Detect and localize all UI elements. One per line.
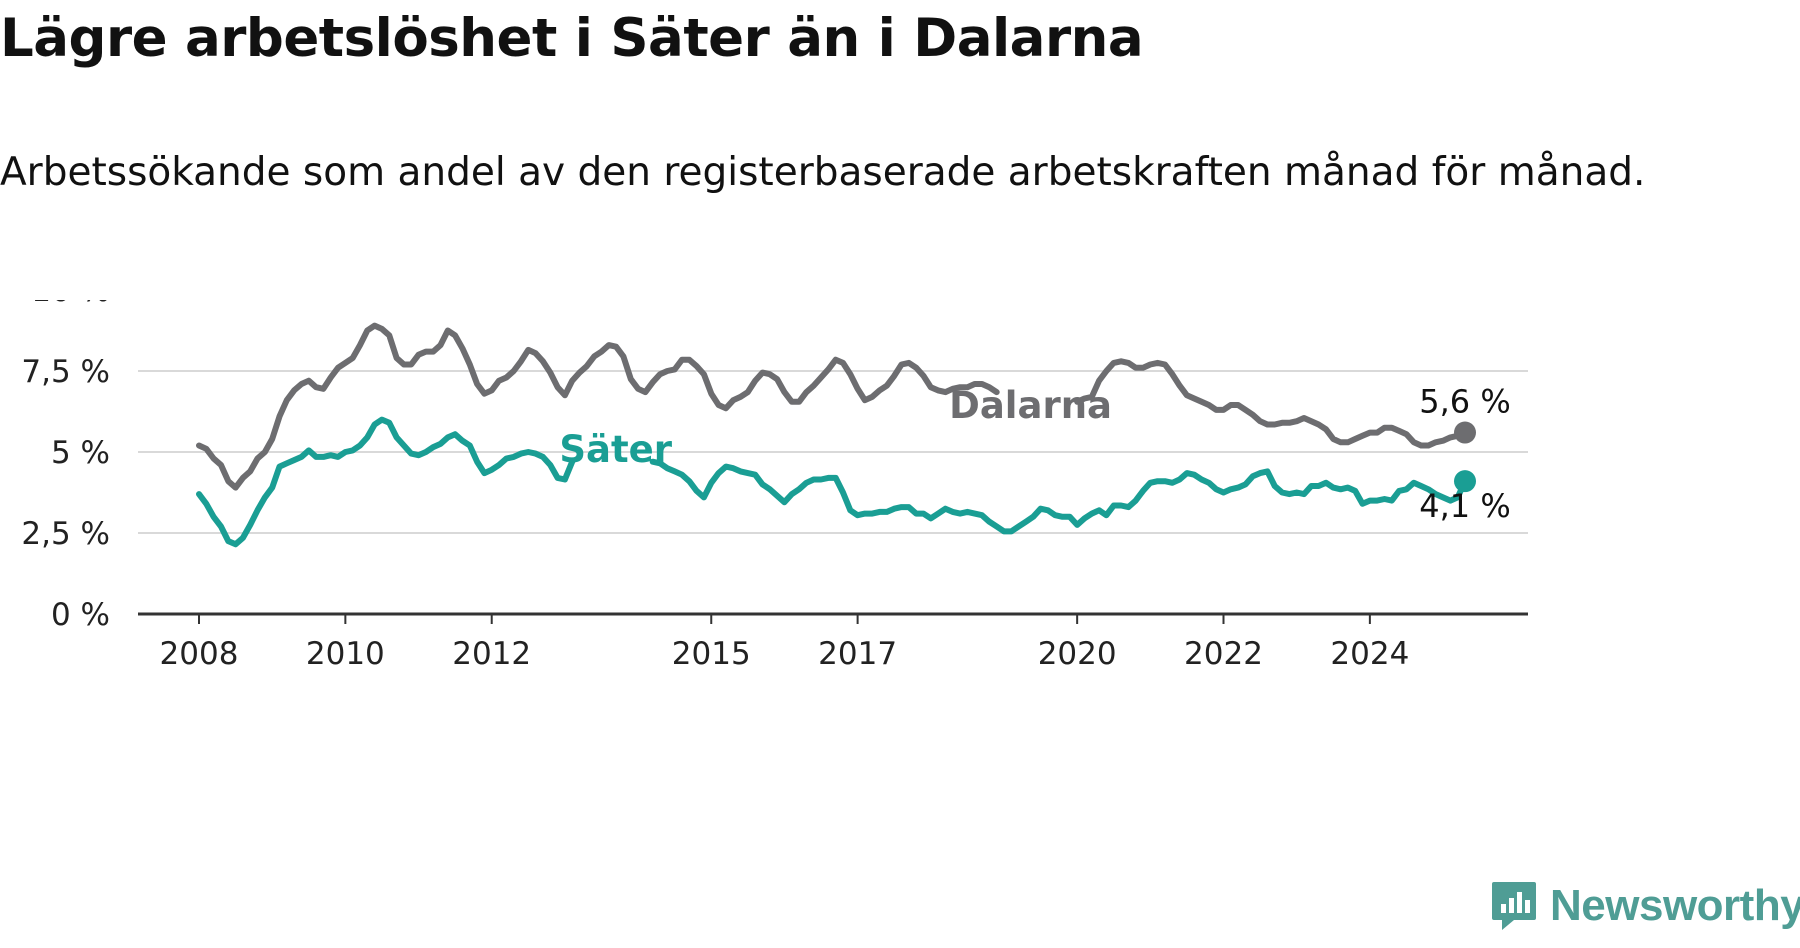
x-tick-label: 2010 <box>306 636 385 672</box>
chart-subtitle: Arbetssökande som andel av den registerb… <box>0 150 1646 195</box>
y-tick-label: 5 % <box>51 435 110 471</box>
series-end-value-label: 4,1 % <box>1419 487 1510 525</box>
series-end-value-label: 5,6 % <box>1419 383 1510 421</box>
series-line-0-0 <box>196 322 1000 491</box>
newsworthy-brand: Newsworthy <box>1490 880 1800 932</box>
x-tick-label: 2017 <box>818 636 897 672</box>
brand-name: Newsworthy <box>1550 881 1800 930</box>
x-axis-ticks: 2008 2010 2012 2015 2017 2020 2022 2024 <box>160 614 1409 672</box>
series-end-point <box>1454 421 1476 444</box>
chart-title: Lägre arbetslöshet i Säter än i Dalarna <box>0 8 1144 69</box>
x-tick-label: 2022 <box>1184 636 1263 672</box>
y-tick-label: 2,5 % <box>21 516 110 552</box>
series-name-label: Säter <box>559 428 672 471</box>
x-tick-label: 2015 <box>672 636 751 672</box>
series-labels: Dalarna 5,6 % Säter 4,1 % <box>559 383 1510 526</box>
y-tick-label: 7,5 % <box>21 354 110 390</box>
y-axis-ticks: 0 % 2,5 % 5 % 7,5 % 10 % <box>21 300 110 633</box>
newsworthy-logo-icon <box>1492 882 1536 930</box>
x-tick-label: 2008 <box>160 636 239 672</box>
series-line-1-1 <box>649 458 1468 535</box>
y-tick-label: 10 % <box>31 300 110 309</box>
x-tick-label: 2024 <box>1330 636 1409 672</box>
line-chart: 0 % 2,5 % 5 % 7,5 % 10 % 2008 2010 2012 2015 201… <box>21 300 1528 672</box>
series-line-0-1 <box>1074 358 1468 449</box>
series-name-label: Dalarna <box>949 384 1112 427</box>
y-tick-label: 0 % <box>51 597 110 633</box>
x-tick-label: 2012 <box>452 636 531 672</box>
series-group <box>196 322 1476 548</box>
series-end-point <box>1454 470 1476 493</box>
grid-lines <box>138 370 1528 616</box>
x-tick-label: 2020 <box>1038 636 1117 672</box>
series-line-1-0 <box>196 416 576 548</box>
